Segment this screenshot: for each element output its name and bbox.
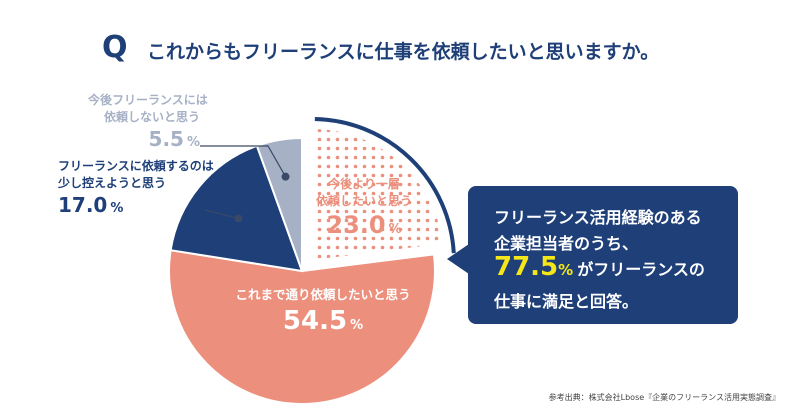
callout-highlight-value: 77.5: [494, 252, 559, 282]
label-refrain-line1: フリーランスに依頼するのは: [58, 159, 214, 173]
callout-pointer: [447, 244, 469, 274]
unit-refrain: %: [110, 201, 124, 216]
label-more-line2: 依頼したいと思う: [315, 194, 412, 208]
value-will-not-request: 5.5: [148, 127, 184, 151]
label-more-line1: 今後より一層: [328, 177, 400, 191]
unit-as-before: %: [350, 318, 364, 333]
callout-line-4: 仕事に満足と回答。: [494, 292, 639, 311]
unit-more: %: [388, 222, 402, 237]
pie-slice-refrain: [169, 144, 304, 273]
callout-line-3: 77.5% がフリーランスの: [494, 252, 705, 282]
label-more: 今後より一層 依頼したいと思う 23.0%: [312, 176, 416, 240]
callout-box: フリーランス活用経験のある 企業担当者のうち、 77.5% がフリーランスの 仕事…: [468, 186, 738, 324]
label-as-before-line1: これまで通り依頼したいと思う: [235, 287, 411, 302]
question-title: これからもフリーランスに仕事を依頼したいと思いますか。: [147, 41, 660, 63]
leader-refrain-dot: [234, 214, 243, 223]
source-note: 参考出典：株式会社Lbose『企業のフリーランス活用実態調査』: [548, 393, 780, 402]
highlight-ring: [314, 117, 456, 254]
value-refrain: 17.0: [58, 193, 108, 217]
label-refrain-line2: 少し控えようと思う: [58, 176, 167, 190]
callout-line-1: フリーランス活用経験のある: [494, 208, 702, 227]
label-will-not-request-line1: 今後フリーランスには: [88, 93, 208, 107]
label-as-before: これまで通り依頼したいと思う 54.5%: [228, 286, 418, 339]
pie-slice-more: [311, 126, 446, 263]
pie-slice-as-before: [168, 249, 436, 405]
callout-highlight-unit: %: [558, 261, 574, 279]
label-will-not-request: 今後フリーランスには 依頼しないと思う 5.5%: [88, 92, 208, 152]
leader-will-not-line: [200, 145, 287, 177]
callout-line-2: 企業担当者のうち、: [494, 234, 639, 253]
unit-will-not-request: %: [186, 135, 200, 150]
callout-line-3-text: がフリーランスの: [577, 260, 705, 279]
label-will-not-request-line2: 依頼しないと思う: [103, 110, 200, 124]
leader-refrain-line: [204, 209, 239, 220]
leader-will-not-dot: [281, 172, 290, 181]
label-refrain: フリーランスに依頼するのは 少し控えようと思う 17.0%: [58, 158, 214, 218]
value-as-before: 54.5: [282, 306, 348, 336]
question-mark-label: Q: [102, 30, 128, 65]
value-more: 23.0: [326, 211, 386, 239]
